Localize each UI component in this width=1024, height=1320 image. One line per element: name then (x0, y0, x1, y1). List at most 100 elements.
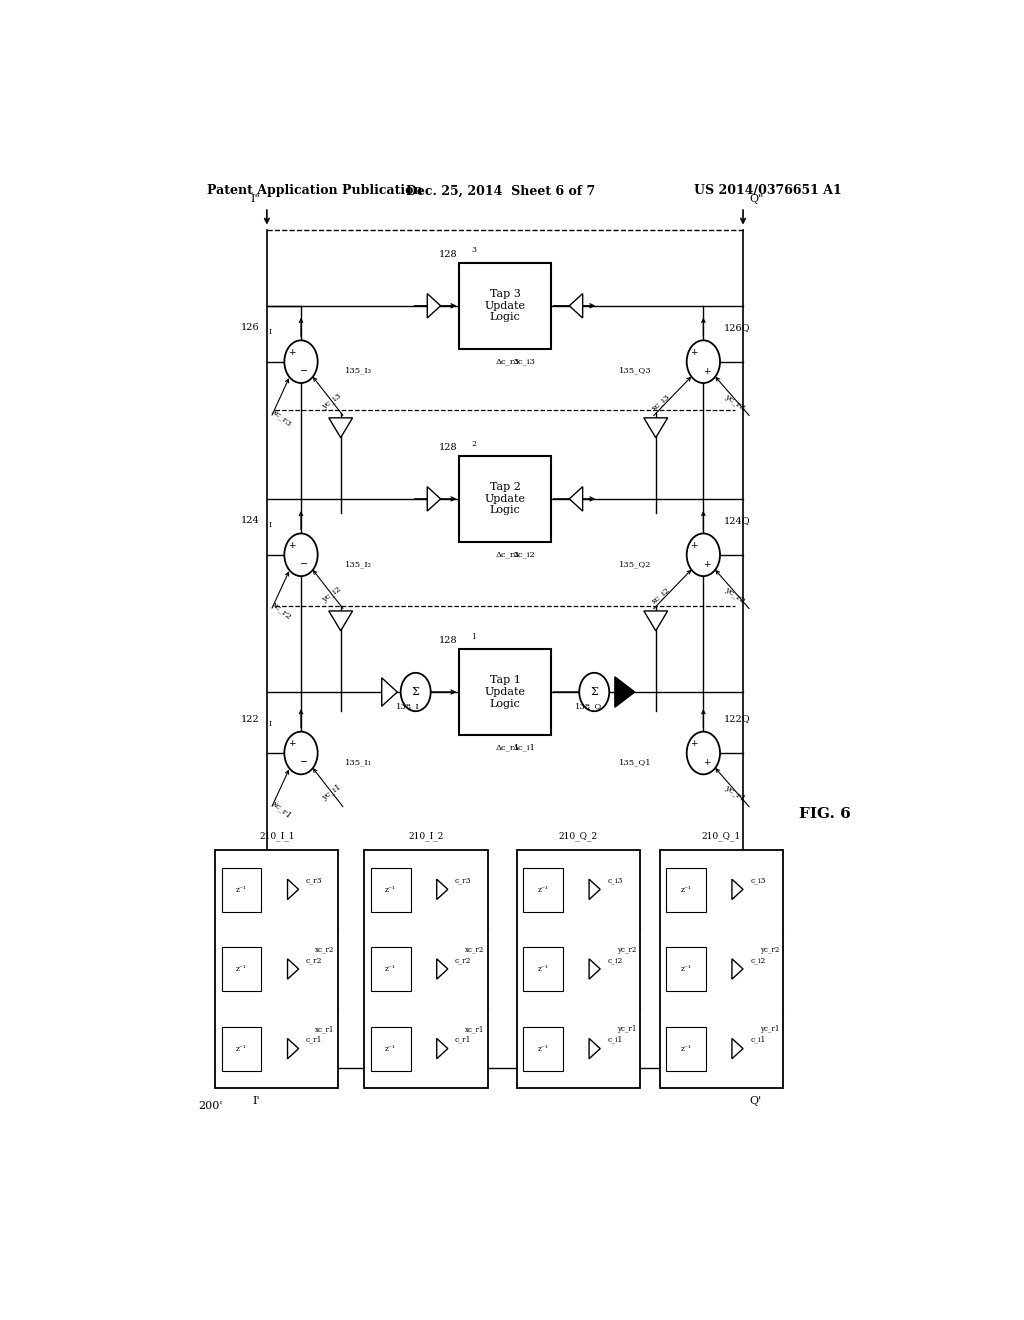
Text: c_r2: c_r2 (455, 956, 471, 964)
Text: I: I (268, 521, 271, 529)
Text: Δc_i2: Δc_i2 (513, 550, 536, 558)
Circle shape (285, 731, 317, 775)
Text: 128: 128 (439, 442, 458, 451)
Polygon shape (288, 958, 299, 979)
Bar (365, 850, 487, 1089)
Polygon shape (436, 879, 447, 899)
Text: 122Q: 122Q (724, 714, 751, 723)
Text: z⁻¹: z⁻¹ (680, 965, 691, 973)
Polygon shape (589, 879, 600, 899)
Text: Q": Q" (750, 194, 764, 205)
Circle shape (687, 731, 720, 775)
Text: Σ: Σ (590, 686, 598, 697)
Text: 200': 200' (199, 1101, 223, 1110)
Bar (523, 1027, 563, 1071)
Text: 135_Q2: 135_Q2 (620, 560, 652, 568)
Bar (517, 850, 640, 1089)
Text: xc_r3: xc_r3 (270, 408, 294, 428)
Text: Dec. 25, 2014  Sheet 6 of 7: Dec. 25, 2014 Sheet 6 of 7 (407, 185, 596, 198)
Text: 210_Q_1: 210_Q_1 (701, 832, 740, 841)
Text: z⁻¹: z⁻¹ (236, 965, 247, 973)
Polygon shape (569, 293, 583, 318)
Text: c_i3: c_i3 (751, 876, 766, 884)
Polygon shape (589, 958, 600, 979)
Polygon shape (427, 487, 440, 511)
Text: z⁻¹: z⁻¹ (385, 965, 396, 973)
Text: I: I (268, 329, 271, 337)
Text: c_i1: c_i1 (607, 1035, 623, 1044)
Text: xc_r2: xc_r2 (315, 945, 335, 954)
Bar (666, 948, 706, 991)
Text: 135_I₂: 135_I₂ (345, 560, 372, 568)
Text: 1: 1 (471, 632, 476, 640)
Text: I': I' (253, 1096, 260, 1106)
Text: c_i3: c_i3 (607, 876, 623, 884)
Polygon shape (427, 293, 440, 318)
Circle shape (580, 673, 609, 711)
Text: yc_i3: yc_i3 (321, 392, 343, 411)
Circle shape (285, 533, 317, 576)
Circle shape (687, 533, 720, 576)
Polygon shape (288, 1039, 299, 1059)
Polygon shape (589, 1039, 600, 1059)
Text: Δc_r2: Δc_r2 (496, 550, 519, 558)
Text: xc_r1: xc_r1 (465, 1026, 484, 1034)
Text: z⁻¹: z⁻¹ (385, 1045, 396, 1053)
Bar (460, 455, 551, 543)
Text: 128: 128 (439, 249, 458, 259)
Text: c_i1: c_i1 (751, 1035, 766, 1044)
Text: xc_i2: xc_i2 (650, 585, 672, 606)
Bar (221, 1027, 261, 1071)
Text: Δc_r3: Δc_r3 (496, 358, 520, 366)
Text: Tap 2
Update
Logic: Tap 2 Update Logic (484, 482, 525, 516)
Text: yc_i1: yc_i1 (321, 784, 343, 803)
Text: Tap 1
Update
Logic: Tap 1 Update Logic (484, 676, 525, 709)
Text: yc_r1: yc_r1 (616, 1026, 636, 1034)
Text: +: + (288, 347, 296, 356)
Text: Σ: Σ (412, 686, 420, 697)
Polygon shape (382, 677, 397, 706)
Text: 2: 2 (471, 440, 476, 447)
Text: +: + (690, 739, 698, 748)
Polygon shape (644, 418, 668, 438)
Text: US 2014/0376651 A1: US 2014/0376651 A1 (694, 185, 842, 198)
Text: −: − (300, 758, 308, 767)
Text: 128: 128 (439, 636, 458, 644)
Polygon shape (732, 958, 743, 979)
Text: z⁻¹: z⁻¹ (680, 886, 691, 894)
Text: 126Q: 126Q (724, 323, 751, 333)
Text: Δc_i3: Δc_i3 (513, 358, 536, 366)
Text: Δc_r1: Δc_r1 (496, 743, 520, 751)
Text: c_r3: c_r3 (455, 876, 472, 884)
Bar (460, 263, 551, 348)
Text: c_r3: c_r3 (306, 876, 323, 884)
Text: yc_r2: yc_r2 (760, 945, 779, 954)
Text: yc_r1: yc_r1 (760, 1026, 779, 1034)
Polygon shape (329, 611, 352, 631)
Circle shape (285, 341, 317, 383)
Text: z⁻¹: z⁻¹ (680, 1045, 691, 1053)
Polygon shape (644, 611, 668, 631)
Polygon shape (329, 418, 352, 438)
Text: c_r1: c_r1 (306, 1035, 323, 1044)
Text: −: − (300, 560, 308, 569)
Text: z⁻¹: z⁻¹ (236, 1045, 247, 1053)
Text: Tap 3
Update
Logic: Tap 3 Update Logic (484, 289, 525, 322)
Text: z⁻¹: z⁻¹ (538, 965, 549, 973)
Text: +: + (288, 739, 296, 748)
Text: c_r2: c_r2 (306, 956, 323, 964)
Text: z⁻¹: z⁻¹ (538, 886, 549, 894)
Bar (460, 649, 551, 735)
Text: 122: 122 (241, 714, 259, 723)
Text: xc_r2: xc_r2 (465, 945, 484, 954)
Text: 135_Q1: 135_Q1 (620, 758, 652, 766)
Text: yc_r2: yc_r2 (616, 945, 636, 954)
Text: +: + (702, 367, 711, 376)
Text: +: + (702, 758, 711, 767)
Circle shape (400, 673, 431, 711)
Text: I": I" (251, 194, 260, 205)
Text: 210_Q_2: 210_Q_2 (559, 832, 598, 841)
Text: xc_r1: xc_r1 (270, 799, 294, 820)
Bar (666, 867, 706, 912)
Text: c_i2: c_i2 (751, 956, 766, 964)
